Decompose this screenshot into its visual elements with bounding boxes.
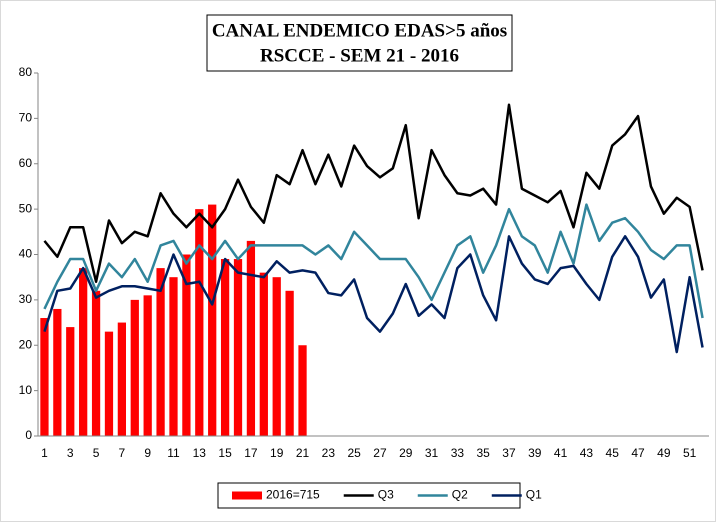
title-box [206,14,513,72]
y-tick-label: 70 [19,111,33,125]
legend-label: Q1 [526,488,542,502]
bar [285,290,294,436]
bar [259,272,268,436]
bar [182,254,191,436]
legend-label: Q3 [378,488,394,502]
x-tick-label: 11 [167,446,180,460]
x-tick-label: 1 [41,446,48,460]
y-tick-label: 30 [19,292,33,306]
x-tick-label: 21 [296,446,310,460]
chart-subtitle: RSCCE - SEM 21 - 2016 [260,45,459,66]
bar [40,318,49,436]
bar [130,299,139,436]
x-tick-label: 27 [373,446,387,460]
x-tick-label: 9 [144,446,151,460]
bar [298,345,307,436]
x-tick-label: 7 [119,446,126,460]
x-tick-label: 19 [270,446,284,460]
x-tick-label: 35 [477,446,491,460]
bar [272,277,281,436]
bar [169,277,178,436]
bar [246,240,256,436]
x-tick-label: 17 [244,446,258,460]
line [43,235,704,354]
legend-swatch [232,491,262,500]
bar [220,259,230,436]
y-tick-label: 50 [19,201,33,215]
x-tick-label: 33 [451,446,465,460]
bar [143,295,152,436]
chart-title: CANAL ENDEMICO EDAS>5 años [212,20,507,41]
y-tick-label: 80 [19,65,33,79]
legend-label: 2016=715 [266,488,320,502]
x-tick-label: 29 [399,446,413,460]
x-tick-label: 31 [425,446,439,460]
line [43,103,704,283]
x-tick-label: 25 [347,446,361,460]
bar [233,259,243,436]
line [43,203,704,319]
x-tick-label: 23 [322,446,336,460]
x-tick-label: 43 [580,446,594,460]
y-tick-label: 10 [19,383,33,397]
x-tick-label: 3 [67,446,74,460]
y-tick-label: 60 [19,156,33,170]
bar [91,290,101,436]
x-tick-label: 47 [631,446,645,460]
x-tick-label: 13 [193,446,207,460]
bar [156,268,165,436]
x-tick-label: 15 [218,446,232,460]
bar [117,322,127,436]
x-tick-label: 5 [93,446,100,460]
bar [208,204,217,436]
y-tick-label: 20 [19,337,33,351]
legend-label: Q2 [452,488,468,502]
bar [195,209,204,436]
x-tick-label: 37 [502,446,516,460]
x-tick-label: 45 [606,446,620,460]
x-tick-label: 51 [683,446,697,460]
bar [104,331,114,436]
x-tick-label: 39 [528,446,542,460]
y-tick-label: 40 [19,247,33,261]
bar [79,268,88,436]
y-tick-label: 0 [25,428,32,442]
bar [53,308,62,436]
x-tick-label: 41 [554,446,568,460]
bar [66,327,75,436]
x-tick-label: 49 [657,446,671,460]
